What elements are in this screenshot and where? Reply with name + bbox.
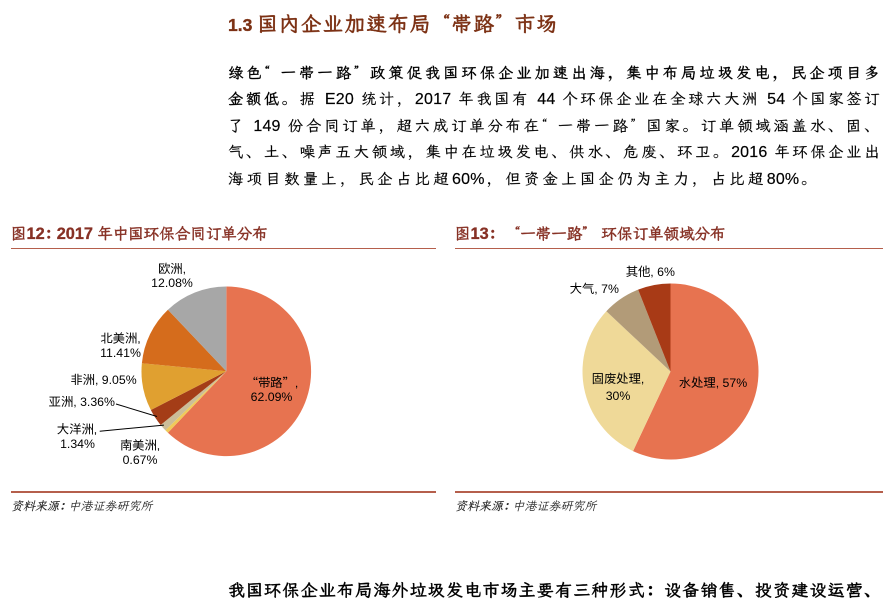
svg-text:亚洲, 3.36%: 亚洲, 3.36% — [49, 392, 115, 410]
svg-text:12.08%: 12.08% — [151, 273, 193, 291]
svg-text:非洲, 9.05%: 非洲, 9.05% — [70, 370, 136, 388]
svg-text:62.09%: 62.09% — [251, 387, 293, 405]
svg-text:30%: 30% — [606, 386, 631, 404]
svg-text:欧洲,: 欧洲, — [158, 259, 186, 277]
svg-text:1.34%: 1.34% — [60, 434, 95, 452]
svg-text:11.41%: 11.41% — [100, 343, 141, 361]
svg-text:其他, 6%: 其他, 6% — [626, 262, 675, 280]
svg-text:“带路”,: “带路”, — [246, 373, 299, 391]
svg-text:南美洲,: 南美洲, — [120, 436, 160, 454]
svg-text:水处理, 57%: 水处理, 57% — [679, 373, 747, 391]
svg-text:北美洲,: 北美洲, — [100, 329, 140, 347]
svg-text:大洋洲,: 大洋洲, — [57, 420, 97, 438]
svg-text:0.67%: 0.67% — [123, 450, 158, 468]
svg-text:大气, 7%: 大气, 7% — [570, 279, 619, 297]
svg-text:固废处理,: 固废处理, — [592, 369, 645, 387]
